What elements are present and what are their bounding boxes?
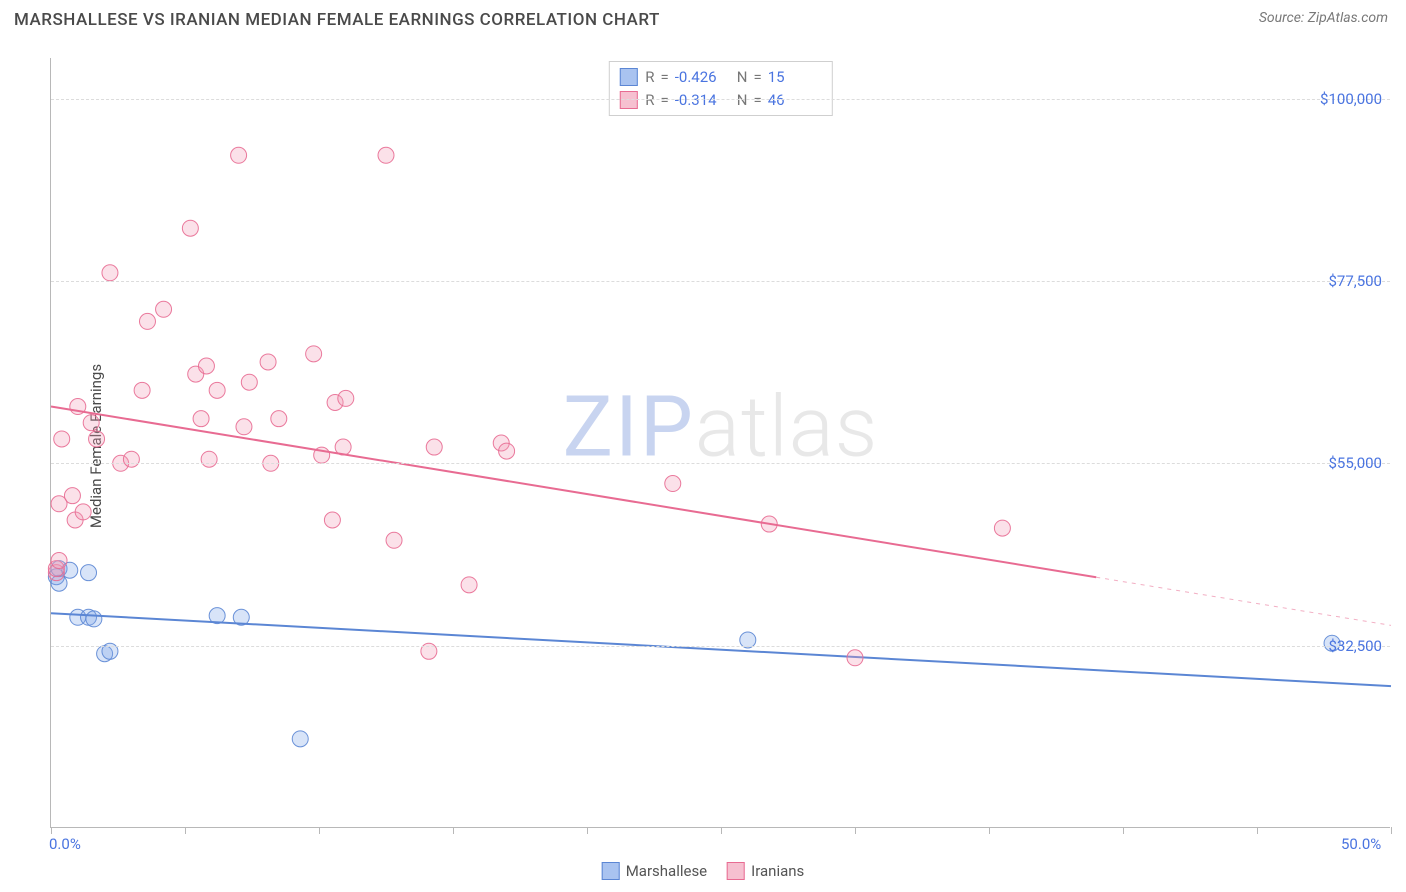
scatter-point xyxy=(461,577,477,593)
scatter-point xyxy=(83,415,99,431)
scatter-point xyxy=(231,147,247,163)
scatter-point xyxy=(324,512,340,528)
scatter-point xyxy=(260,354,276,370)
scatter-point xyxy=(271,411,287,427)
scatter-point xyxy=(847,650,863,666)
gridline xyxy=(51,99,1390,100)
y-tick-label: $32,500 xyxy=(1328,637,1382,655)
scatter-point xyxy=(182,220,198,236)
scatter-point xyxy=(292,731,308,747)
x-tick xyxy=(319,827,320,834)
y-tick-label: $77,500 xyxy=(1328,272,1382,290)
scatter-point xyxy=(123,451,139,467)
scatter-point xyxy=(75,504,91,520)
series-legend: Marshallese Iranians xyxy=(602,862,805,880)
scatter-point xyxy=(338,390,354,406)
scatter-point xyxy=(306,346,322,362)
chart-plot-area: ZIPatlas R= -0.426 N= 15 R= -0.314 N= 46… xyxy=(50,58,1390,828)
scatter-point xyxy=(89,431,105,447)
x-tick xyxy=(855,827,856,834)
scatter-point xyxy=(499,443,515,459)
x-tick xyxy=(51,827,52,834)
scatter-point xyxy=(51,553,67,569)
swatch-icon xyxy=(602,862,620,880)
scatter-point xyxy=(193,411,209,427)
scatter-point xyxy=(139,313,155,329)
scatter-point xyxy=(386,532,402,548)
x-tick xyxy=(721,827,722,834)
scatter-point xyxy=(86,611,102,627)
x-tick xyxy=(1391,827,1392,834)
scatter-point xyxy=(64,488,80,504)
y-tick-label: $100,000 xyxy=(1320,90,1382,108)
scatter-point xyxy=(241,374,257,390)
x-tick-label: 50.0% xyxy=(1341,835,1381,853)
chart-title: MARSHALLESE VS IRANIAN MEDIAN FEMALE EAR… xyxy=(14,10,660,30)
gridline xyxy=(51,281,1390,282)
x-tick xyxy=(453,827,454,834)
scatter-point xyxy=(994,520,1010,536)
scatter-point xyxy=(54,431,70,447)
source-label: Source: ZipAtlas.com xyxy=(1259,10,1388,26)
scatter-point xyxy=(378,147,394,163)
legend-label: Marshallese xyxy=(626,862,707,880)
scatter-point xyxy=(81,565,97,581)
scatter-point xyxy=(198,358,214,374)
legend-label: Iranians xyxy=(751,862,804,880)
legend-item-iranians: Iranians xyxy=(727,862,804,880)
swatch-icon xyxy=(727,862,745,880)
x-tick xyxy=(587,827,588,834)
scatter-point xyxy=(209,382,225,398)
x-tick xyxy=(185,827,186,834)
scatter-point xyxy=(665,476,681,492)
trend-line-extrapolated xyxy=(1096,577,1391,625)
gridline xyxy=(51,463,1390,464)
y-tick-label: $55,000 xyxy=(1328,454,1382,472)
scatter-point xyxy=(134,382,150,398)
scatter-point xyxy=(201,451,217,467)
trend-line xyxy=(51,613,1391,686)
gridline xyxy=(51,646,1390,647)
x-tick xyxy=(989,827,990,834)
scatter-point xyxy=(156,301,172,317)
legend-item-marshallese: Marshallese xyxy=(602,862,707,880)
scatter-point xyxy=(426,439,442,455)
x-tick-label: 0.0% xyxy=(49,835,81,853)
trend-line xyxy=(51,407,1096,578)
scatter-point xyxy=(102,265,118,281)
scatter-svg xyxy=(51,58,1390,827)
scatter-point xyxy=(236,419,252,435)
x-tick xyxy=(1257,827,1258,834)
x-tick xyxy=(1123,827,1124,834)
